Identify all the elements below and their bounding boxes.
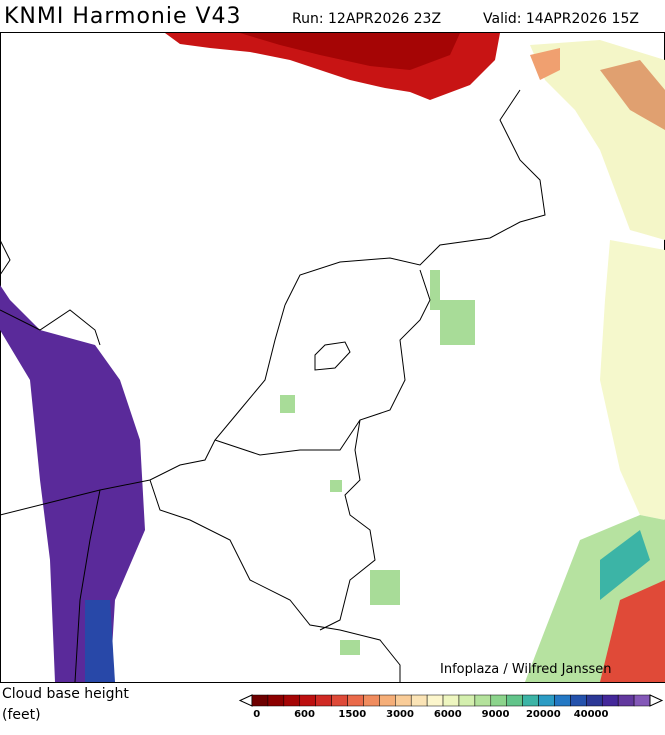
colorbar-box xyxy=(315,694,332,707)
cloud-field xyxy=(530,48,560,80)
title: KNMI Harmonie V43 xyxy=(4,4,242,29)
credit: Infoplaza / Wilfred Janssen xyxy=(440,662,612,677)
legend-title: Cloud base height xyxy=(2,686,129,702)
colorbar-box xyxy=(633,694,651,707)
cloud-field xyxy=(600,240,665,520)
cloud-field xyxy=(600,60,665,130)
colorbar-label: 0 xyxy=(253,709,260,720)
colorbar-box xyxy=(570,694,587,707)
legend-unit: (feet) xyxy=(2,707,41,723)
colorbar-box xyxy=(601,694,619,707)
colorbar-box xyxy=(458,694,476,707)
cloud-patches xyxy=(280,270,475,655)
colorbar-box xyxy=(474,694,492,707)
run-time: Run: 12APR2026 23Z xyxy=(292,11,442,27)
colorbar-box xyxy=(331,694,348,707)
colorbar-box xyxy=(554,694,571,707)
colorbar-box xyxy=(299,694,316,707)
colorbar-box xyxy=(522,694,539,707)
colorbar-label: 3000 xyxy=(386,709,414,720)
cloud-field xyxy=(600,580,665,682)
colorbar-label: 6000 xyxy=(434,709,462,720)
colorbar-label: 40000 xyxy=(574,709,609,720)
colorbar-box xyxy=(395,694,412,707)
colorbar-box xyxy=(617,694,635,707)
colorbar-box xyxy=(283,694,301,707)
colorbar-box xyxy=(538,694,555,707)
colorbar-box xyxy=(426,694,444,707)
cloud-field xyxy=(85,600,115,682)
colorbar-box xyxy=(490,694,507,707)
cloud-field xyxy=(600,530,650,600)
colorbar-box xyxy=(506,694,523,707)
colorbar: 0 600 1500 3000 6000 9000 20000 40000 xyxy=(238,694,664,720)
cloud-field xyxy=(240,33,460,70)
colorbar-end xyxy=(238,694,253,707)
colorbar-box xyxy=(379,694,396,707)
colorbar-box xyxy=(363,694,380,707)
colorbar-label: 1500 xyxy=(338,709,366,720)
colorbar-label: 20000 xyxy=(526,709,561,720)
colorbar-label: 600 xyxy=(294,709,315,720)
cloud-field xyxy=(0,285,145,682)
valid-time: Valid: 14APR2026 15Z xyxy=(483,11,639,27)
colorbar-label: 9000 xyxy=(482,709,510,720)
colorbar-end xyxy=(649,694,664,707)
colorbar-box xyxy=(442,694,460,707)
colorbar-box xyxy=(267,694,285,707)
colorbar-box xyxy=(251,694,269,707)
colorbar-box xyxy=(347,694,364,707)
coastline xyxy=(0,89,546,683)
colorbar-box xyxy=(410,694,428,707)
colorbar-box xyxy=(586,694,603,707)
